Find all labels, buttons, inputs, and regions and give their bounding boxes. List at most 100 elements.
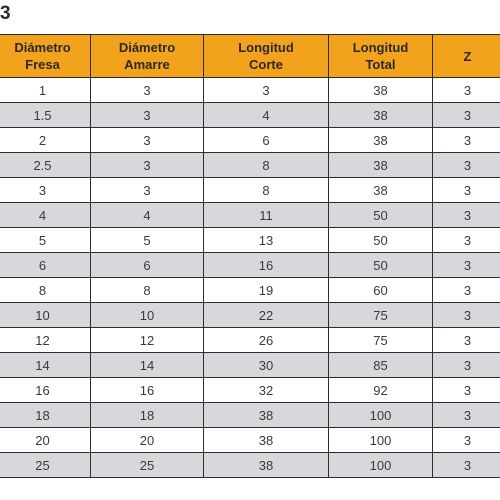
cell-longitud-total: 38 <box>328 152 433 178</box>
cell-diametro-fresa: 5 <box>0 227 91 253</box>
table-row: 3 3 8 38 3 <box>0 177 500 203</box>
cell-longitud-total: 38 <box>328 77 433 103</box>
cell-z: 3 <box>432 177 500 203</box>
cell-longitud-total: 100 <box>328 402 433 428</box>
header-line: Z <box>463 48 472 64</box>
cell-longitud-corte: 13 <box>203 227 329 253</box>
cell-diametro-fresa: 10 <box>0 302 91 328</box>
cell-longitud-corte: 8 <box>203 177 329 203</box>
header-line: Longitud <box>352 40 409 55</box>
cell-diametro-amarre: 5 <box>90 227 204 253</box>
cell-diametro-fresa: 12 <box>0 327 91 353</box>
cell-diametro-amarre: 20 <box>90 427 204 453</box>
cell-diametro-fresa: 4 <box>0 202 91 228</box>
cell-longitud-corte: 30 <box>203 352 329 378</box>
header-line: Amarre <box>124 57 170 72</box>
table-row: 1 3 3 38 3 <box>0 77 500 103</box>
cell-z: 3 <box>432 252 500 278</box>
cell-diametro-fresa: 1.5 <box>0 102 91 128</box>
table-body: 1 3 3 38 3 1.5 3 4 38 3 2 3 6 38 3 2.5 3 8 38 3 3 3 8 38 3 4 4 11 50… <box>0 77 500 478</box>
cell-diametro-fresa: 3 <box>0 177 91 203</box>
cell-longitud-corte: 32 <box>203 377 329 403</box>
cell-diametro-amarre: 3 <box>90 177 204 203</box>
cell-longitud-total: 50 <box>328 202 433 228</box>
cell-longitud-total: 100 <box>328 427 433 453</box>
table-row: 20 20 38 100 3 <box>0 427 500 453</box>
header-line: Corte <box>249 57 283 72</box>
table-row: 16 16 32 92 3 <box>0 377 500 403</box>
table-row: 12 12 26 75 3 <box>0 327 500 353</box>
cell-diametro-amarre: 12 <box>90 327 204 353</box>
cell-diametro-fresa: 8 <box>0 277 91 303</box>
table-row: 5 5 13 50 3 <box>0 227 500 253</box>
cell-longitud-total: 75 <box>328 302 433 328</box>
cell-diametro-amarre: 3 <box>90 77 204 103</box>
cell-diametro-amarre: 18 <box>90 402 204 428</box>
cell-diametro-fresa: 25 <box>0 452 91 478</box>
cell-z: 3 <box>432 277 500 303</box>
cell-diametro-fresa: 6 <box>0 252 91 278</box>
cell-z: 3 <box>432 102 500 128</box>
table-row: 25 25 38 100 3 <box>0 452 500 478</box>
cell-diametro-amarre: 6 <box>90 252 204 278</box>
cell-z: 3 <box>432 327 500 353</box>
table-row: 8 8 19 60 3 <box>0 277 500 303</box>
cell-z: 3 <box>432 302 500 328</box>
cell-longitud-corte: 4 <box>203 102 329 128</box>
cell-diametro-amarre: 16 <box>90 377 204 403</box>
header-longitud-corte: Longitud Corte <box>203 34 329 78</box>
header-z: Z <box>432 34 500 78</box>
cell-longitud-corte: 6 <box>203 127 329 153</box>
cell-longitud-corte: 8 <box>203 152 329 178</box>
cell-z: 3 <box>432 127 500 153</box>
cell-diametro-fresa: 16 <box>0 377 91 403</box>
cell-diametro-amarre: 10 <box>90 302 204 328</box>
cell-longitud-total: 50 <box>328 252 433 278</box>
cell-diametro-fresa: 14 <box>0 352 91 378</box>
cell-z: 3 <box>432 202 500 228</box>
cell-longitud-total: 85 <box>328 352 433 378</box>
table-row: 4 4 11 50 3 <box>0 202 500 228</box>
cell-longitud-corte: 38 <box>203 452 329 478</box>
cell-diametro-fresa: 2.5 <box>0 152 91 178</box>
cell-z: 3 <box>432 427 500 453</box>
cell-z: 3 <box>432 227 500 253</box>
header-diametro-fresa: Diámetro Fresa <box>0 34 91 78</box>
spec-table: Diámetro Fresa Diámetro Amarre Longitud … <box>0 34 500 478</box>
table-row: 6 6 16 50 3 <box>0 252 500 278</box>
cell-longitud-total: 92 <box>328 377 433 403</box>
header-line: Diámetro <box>118 40 176 55</box>
header-line: Diámetro <box>14 40 71 55</box>
cell-z: 3 <box>432 452 500 478</box>
corner-label: 3 <box>0 3 11 24</box>
table-row: 18 18 38 100 3 <box>0 402 500 428</box>
cell-longitud-corte: 26 <box>203 327 329 353</box>
cell-longitud-total: 38 <box>328 102 433 128</box>
header-line: Fresa <box>25 57 60 72</box>
cell-longitud-corte: 16 <box>203 252 329 278</box>
cell-diametro-amarre: 25 <box>90 452 204 478</box>
table-row: 2.5 3 8 38 3 <box>0 152 500 178</box>
cell-longitud-corte: 11 <box>203 202 329 228</box>
cell-z: 3 <box>432 352 500 378</box>
cell-diametro-fresa: 18 <box>0 402 91 428</box>
cell-z: 3 <box>432 402 500 428</box>
cell-longitud-total: 38 <box>328 127 433 153</box>
cell-z: 3 <box>432 77 500 103</box>
cell-longitud-corte: 19 <box>203 277 329 303</box>
cell-diametro-amarre: 8 <box>90 277 204 303</box>
cell-diametro-amarre: 3 <box>90 152 204 178</box>
table-row: 14 14 30 85 3 <box>0 352 500 378</box>
cell-longitud-total: 75 <box>328 327 433 353</box>
cell-longitud-corte: 22 <box>203 302 329 328</box>
cell-z: 3 <box>432 377 500 403</box>
cell-diametro-fresa: 20 <box>0 427 91 453</box>
cell-diametro-fresa: 1 <box>0 77 91 103</box>
table-row: 10 10 22 75 3 <box>0 302 500 328</box>
cell-diametro-amarre: 4 <box>90 202 204 228</box>
table-row: 2 3 6 38 3 <box>0 127 500 153</box>
cell-longitud-corte: 3 <box>203 77 329 103</box>
cell-longitud-corte: 38 <box>203 427 329 453</box>
cell-longitud-total: 38 <box>328 177 433 203</box>
table-header: Diámetro Fresa Diámetro Amarre Longitud … <box>0 34 500 78</box>
